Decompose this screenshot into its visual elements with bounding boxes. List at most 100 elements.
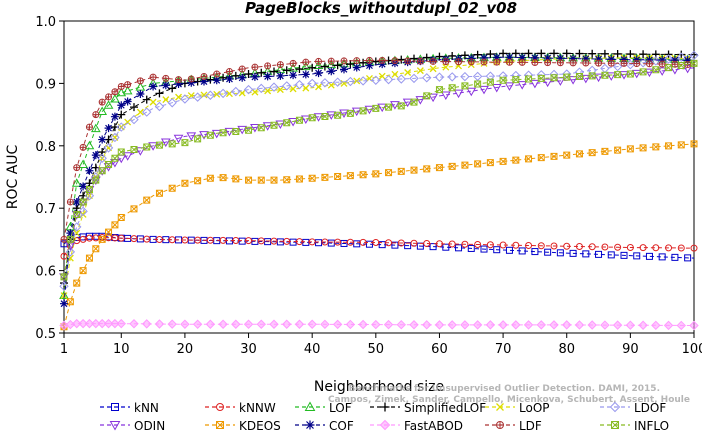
data-point — [302, 59, 309, 66]
data-point — [434, 72, 445, 82]
data-point — [588, 72, 596, 80]
data-point — [537, 154, 545, 162]
data-point — [677, 62, 685, 70]
data-point — [435, 240, 443, 248]
data-point — [518, 53, 527, 62]
data-point — [550, 74, 558, 82]
data-point — [645, 252, 653, 260]
data-point — [385, 169, 393, 177]
data-point — [288, 117, 298, 127]
data-point — [544, 59, 552, 67]
data-point — [238, 73, 247, 82]
data-point — [562, 69, 572, 79]
data-point — [397, 55, 406, 64]
data-point — [136, 90, 145, 99]
data-point — [499, 241, 507, 249]
data-point — [397, 239, 405, 247]
data-point — [328, 58, 335, 65]
data-point — [448, 51, 457, 60]
data-point — [690, 140, 698, 148]
data-point — [606, 72, 617, 81]
data-point — [663, 320, 674, 331]
data-point — [493, 59, 500, 66]
series-simplifiedlof — [60, 49, 698, 288]
y-tick-label: 0.5 — [35, 327, 56, 342]
data-point — [569, 249, 577, 257]
data-point — [321, 112, 329, 120]
watermark-line-2: Campos, Zimek, Sander, Campello, Micenko… — [328, 395, 690, 405]
data-point — [625, 320, 636, 330]
data-point — [614, 146, 622, 154]
data-point — [85, 179, 94, 188]
data-point — [372, 239, 380, 247]
data-point — [168, 236, 176, 244]
data-point — [175, 76, 182, 83]
data-point — [104, 124, 113, 133]
series-line — [63, 56, 695, 304]
data-point — [136, 108, 144, 116]
legend-label: LDOF — [634, 401, 666, 415]
data-point — [97, 106, 108, 115]
data-point — [511, 49, 520, 58]
data-point — [608, 60, 615, 67]
data-point — [353, 57, 361, 65]
data-point — [332, 77, 343, 87]
series-inflo — [60, 59, 698, 281]
data-point — [530, 53, 539, 62]
data-point — [442, 58, 449, 65]
data-point — [633, 60, 641, 68]
data-point — [486, 159, 494, 167]
data-point — [232, 175, 240, 183]
data-point — [383, 319, 394, 330]
data-point — [277, 61, 284, 68]
data-point — [410, 98, 418, 106]
data-point — [66, 235, 74, 243]
data-point — [110, 318, 120, 329]
legend-item-fastabod: FastABOD — [370, 419, 463, 433]
data-point — [422, 320, 432, 330]
data-point — [378, 241, 386, 249]
data-point — [531, 58, 539, 66]
data-point — [569, 54, 578, 63]
data-point — [216, 421, 224, 429]
y-axis-label: ROC AUC — [5, 144, 21, 209]
data-point — [448, 162, 456, 170]
data-point — [461, 82, 469, 90]
data-point — [304, 401, 316, 411]
data-point — [505, 53, 514, 62]
data-point — [142, 107, 152, 117]
data-point — [105, 161, 113, 169]
data-point — [135, 147, 146, 156]
data-point — [289, 59, 297, 67]
data-point — [239, 66, 246, 73]
data-point — [160, 138, 171, 148]
data-point — [130, 235, 138, 243]
data-point — [161, 81, 170, 90]
data-point — [506, 59, 513, 66]
data-point — [365, 56, 373, 64]
data-point — [371, 319, 381, 330]
data-point — [340, 65, 348, 74]
data-point — [302, 58, 310, 66]
data-point — [358, 319, 368, 330]
data-point — [404, 69, 412, 76]
data-point — [601, 71, 609, 79]
data-point — [620, 251, 628, 259]
data-point — [378, 60, 387, 69]
data-point — [174, 80, 183, 89]
data-point — [517, 81, 528, 90]
data-point — [105, 93, 112, 100]
data-point — [300, 61, 311, 71]
data-point — [257, 68, 266, 77]
data-point — [315, 57, 323, 65]
data-point — [116, 122, 126, 132]
data-point — [391, 70, 399, 78]
data-point — [468, 58, 475, 65]
data-point — [340, 239, 348, 247]
data-point — [519, 59, 526, 66]
data-point — [485, 71, 496, 81]
data-point — [607, 55, 616, 64]
data-point — [187, 92, 195, 100]
data-point — [99, 99, 106, 106]
series-cof — [60, 53, 695, 308]
